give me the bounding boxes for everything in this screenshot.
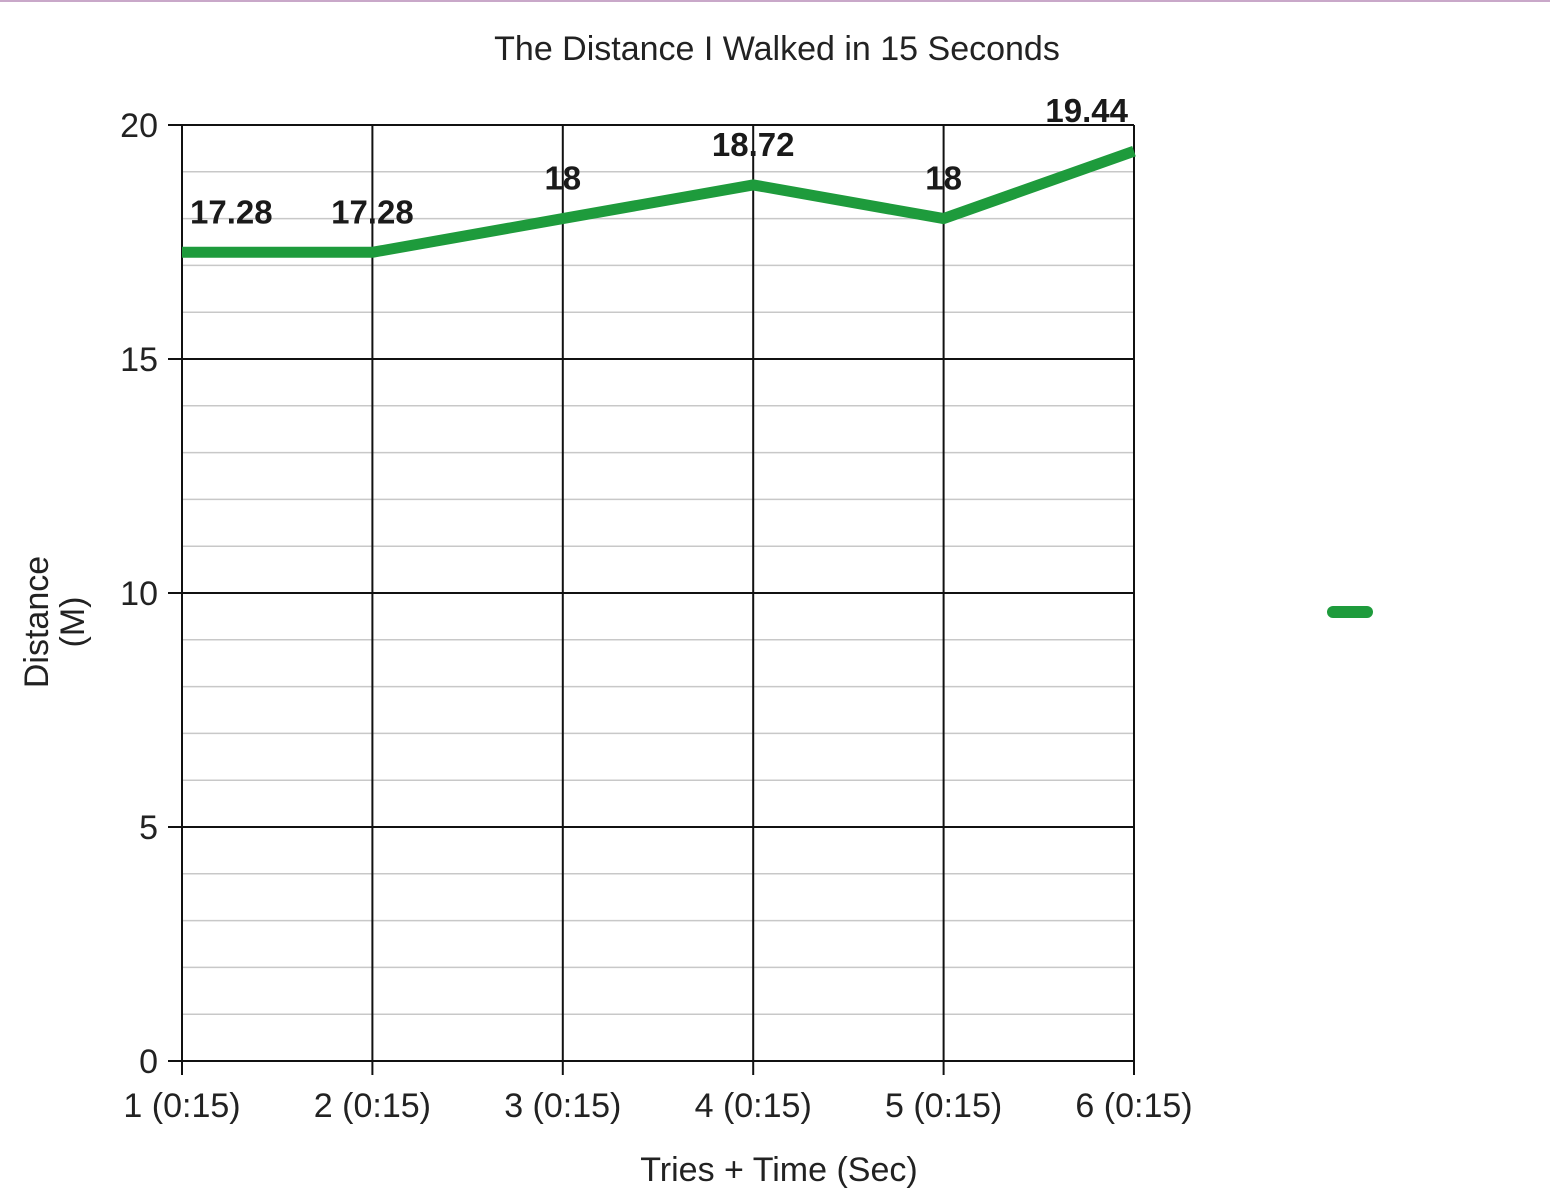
- data-label: 18: [925, 160, 962, 197]
- x-tick-label: 6 (0:15): [1075, 1087, 1192, 1125]
- data-label: 17.28: [190, 193, 273, 230]
- data-label: 17.28: [331, 193, 414, 230]
- chart-title: The Distance I Walked in 15 Seconds: [494, 30, 1060, 68]
- x-tick-label: 2 (0:15): [314, 1087, 431, 1125]
- data-label: 19.44: [1045, 92, 1128, 129]
- y-tick-label: 15: [120, 341, 158, 379]
- data-labels: 17.28 17.28 18 18.72 18 19.44: [190, 92, 1129, 230]
- x-tick-label: 5 (0:15): [885, 1087, 1002, 1125]
- x-tick-label: 3 (0:15): [504, 1087, 621, 1125]
- x-tick-label: 4 (0:15): [695, 1087, 812, 1125]
- y-axis-label: Distance (M): [18, 556, 92, 688]
- x-axis-ticks: 1 (0:15) 2 (0:15) 3 (0:15) 4 (0:15) 5 (0:15)…: [123, 1061, 1193, 1125]
- top-border: [0, 0, 1550, 2]
- y-tick-label: 20: [120, 107, 158, 145]
- x-tick-label: 1 (0:15): [123, 1087, 240, 1125]
- y-tick-label: 0: [139, 1043, 158, 1081]
- series-lines: [181, 146, 1136, 258]
- y-axis-ticks: 0 5 10 15 20: [120, 107, 182, 1081]
- major-grid: [182, 124, 1134, 1062]
- y-tick-label: 10: [120, 575, 158, 613]
- y-axis-label-line-2: (M): [54, 597, 92, 648]
- y-axis-label-line-1: Distance: [18, 556, 56, 688]
- data-label: 18: [544, 160, 581, 197]
- y-tick-label: 5: [139, 809, 158, 847]
- data-label: 18.72: [712, 126, 795, 163]
- minor-grid: [182, 171, 1134, 1015]
- series-line: [182, 146, 1136, 258]
- x-axis-label: Tries + Time (Sec): [640, 1151, 917, 1189]
